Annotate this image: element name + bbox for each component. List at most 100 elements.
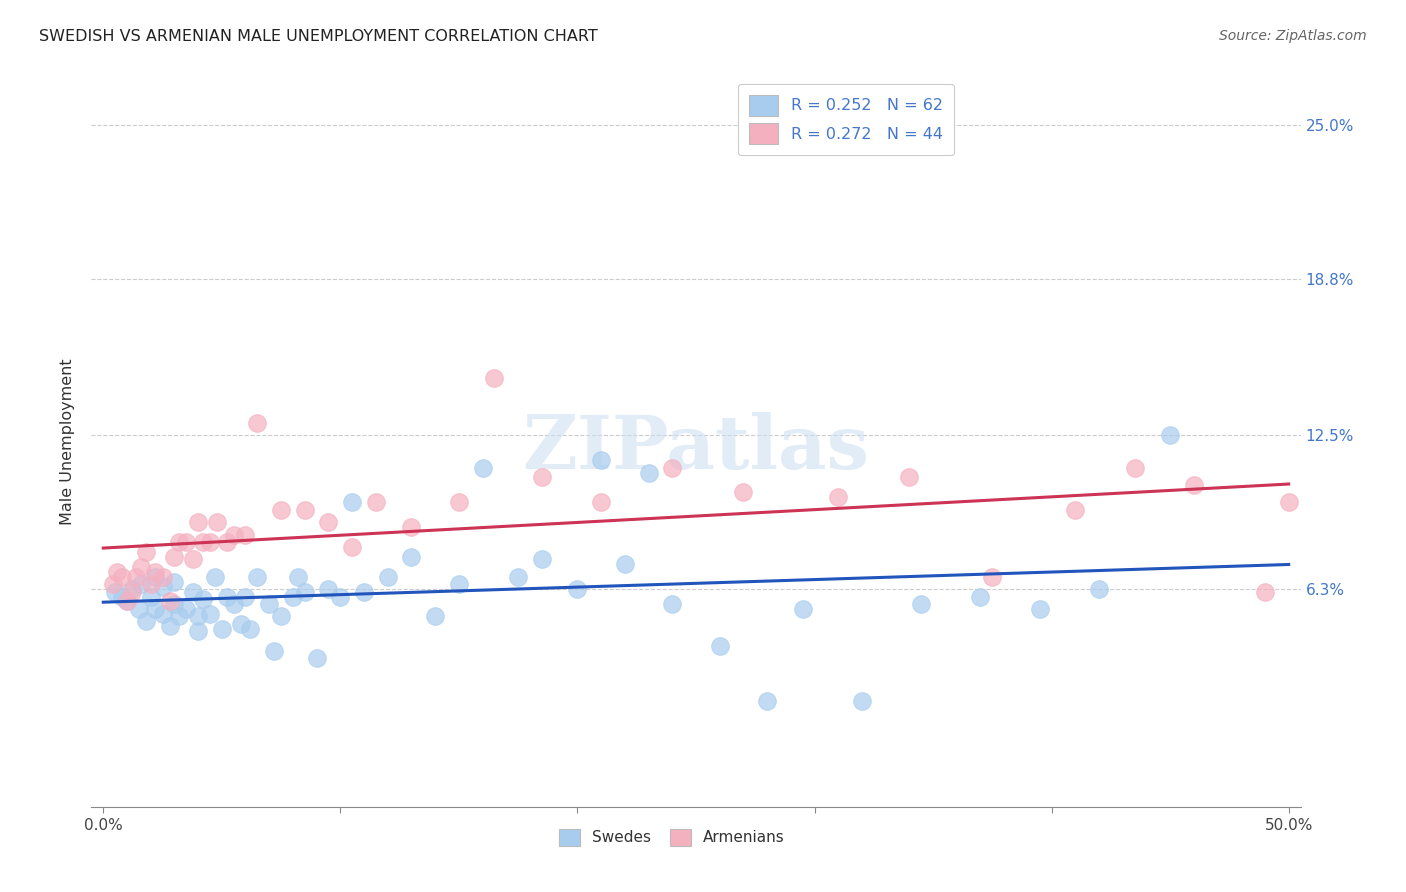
Point xyxy=(377,569,399,583)
Point xyxy=(139,590,162,604)
Point xyxy=(318,582,340,596)
Point xyxy=(222,527,245,541)
Point xyxy=(340,495,363,509)
Point xyxy=(709,639,731,653)
Point xyxy=(121,584,143,599)
Point xyxy=(125,569,148,583)
Point xyxy=(447,495,470,509)
Point xyxy=(1159,428,1181,442)
Point xyxy=(163,549,186,564)
Point xyxy=(191,592,214,607)
Point xyxy=(215,535,238,549)
Point xyxy=(128,602,150,616)
Point xyxy=(827,491,849,505)
Point xyxy=(159,619,181,633)
Point xyxy=(661,597,683,611)
Point xyxy=(281,590,304,604)
Point xyxy=(235,527,257,541)
Point xyxy=(152,569,174,583)
Point xyxy=(981,569,1004,583)
Point xyxy=(530,470,553,484)
Point xyxy=(191,535,214,549)
Point xyxy=(1182,478,1205,492)
Point xyxy=(294,502,316,516)
Point xyxy=(183,552,205,566)
Point xyxy=(129,577,152,591)
Point xyxy=(613,558,636,572)
Point xyxy=(229,616,252,631)
Point xyxy=(898,470,921,484)
Point xyxy=(471,460,494,475)
Point xyxy=(167,535,190,549)
Point xyxy=(340,540,363,554)
Y-axis label: Male Unemployment: Male Unemployment xyxy=(60,359,76,524)
Point xyxy=(121,582,143,596)
Text: Source: ZipAtlas.com: Source: ZipAtlas.com xyxy=(1219,29,1367,43)
Point xyxy=(851,693,873,707)
Point xyxy=(198,607,221,621)
Point xyxy=(910,597,932,611)
Point xyxy=(215,590,238,604)
Point xyxy=(183,584,205,599)
Point xyxy=(447,577,470,591)
Point xyxy=(239,622,262,636)
Point xyxy=(263,644,285,658)
Point xyxy=(129,559,152,574)
Point xyxy=(163,597,186,611)
Point xyxy=(1029,602,1052,616)
Point xyxy=(111,569,134,583)
Point xyxy=(235,590,257,604)
Point xyxy=(246,569,269,583)
Point xyxy=(591,495,613,509)
Point xyxy=(1064,502,1087,516)
Legend: Swedes, Armenians: Swedes, Armenians xyxy=(553,822,792,852)
Point xyxy=(508,569,530,583)
Point xyxy=(145,602,167,616)
Text: SWEDISH VS ARMENIAN MALE UNEMPLOYMENT CORRELATION CHART: SWEDISH VS ARMENIAN MALE UNEMPLOYMENT CO… xyxy=(39,29,598,44)
Point xyxy=(270,609,292,624)
Point xyxy=(246,416,269,430)
Point xyxy=(115,594,138,608)
Point xyxy=(1088,582,1111,596)
Point xyxy=(174,602,197,616)
Point xyxy=(107,565,129,579)
Point xyxy=(294,584,316,599)
Point xyxy=(135,615,157,629)
Point xyxy=(792,602,814,616)
Point xyxy=(139,577,162,591)
Point xyxy=(145,569,167,583)
Point xyxy=(1278,495,1301,509)
Point xyxy=(364,495,387,509)
Point xyxy=(733,485,755,500)
Point xyxy=(222,597,245,611)
Point xyxy=(353,584,375,599)
Point xyxy=(1123,460,1146,475)
Point xyxy=(318,515,340,529)
Point xyxy=(661,460,683,475)
Point xyxy=(211,622,233,636)
Point xyxy=(152,607,174,621)
Point xyxy=(111,590,134,604)
Point xyxy=(135,545,157,559)
Text: ZIPatlas: ZIPatlas xyxy=(523,412,869,485)
Point xyxy=(187,515,209,529)
Point xyxy=(205,515,228,529)
Point xyxy=(159,594,181,608)
Point xyxy=(104,584,127,599)
Point xyxy=(152,580,174,594)
Point xyxy=(187,609,209,624)
Point xyxy=(567,582,589,596)
Point xyxy=(591,453,613,467)
Point xyxy=(329,590,352,604)
Point xyxy=(401,520,423,534)
Point xyxy=(756,693,779,707)
Point xyxy=(198,535,221,549)
Point xyxy=(257,597,280,611)
Point xyxy=(174,535,197,549)
Point xyxy=(484,371,506,385)
Point xyxy=(163,574,186,589)
Point xyxy=(115,594,138,608)
Point xyxy=(969,590,991,604)
Point xyxy=(187,624,209,639)
Point xyxy=(101,577,124,591)
